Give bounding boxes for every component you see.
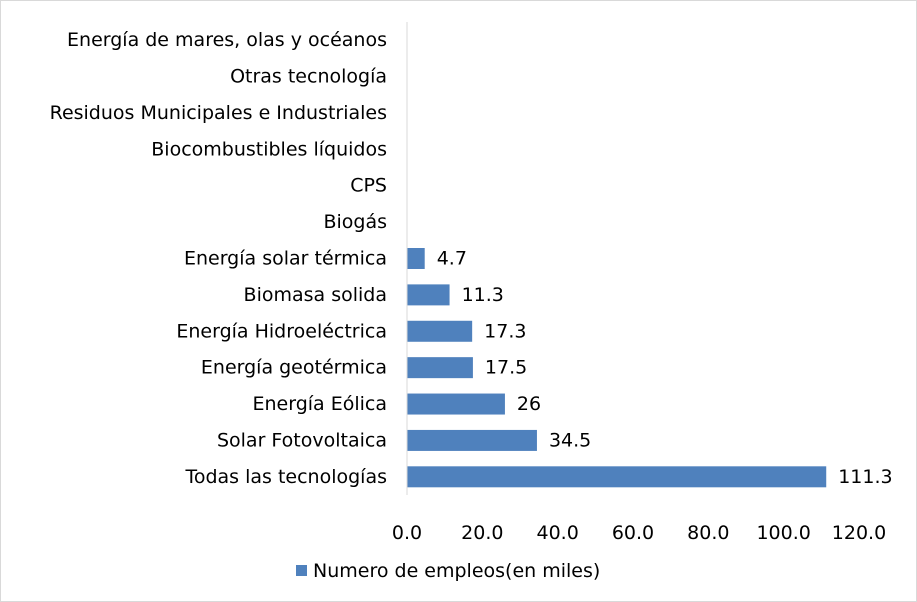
- bar: [407, 357, 473, 379]
- data-label: 17.5: [485, 357, 527, 379]
- x-axis-ticks: 0.0 20.0 40.0 60.0 80.0 100.0 120.0: [392, 522, 886, 544]
- data-label: 26: [517, 393, 541, 415]
- category-label: Biocombustibles líquidos: [151, 138, 387, 160]
- category-label: Otras tecnología: [230, 66, 387, 88]
- category-label: Energía Eólica: [252, 393, 387, 415]
- bar: [407, 429, 537, 451]
- category-label: Biogás: [323, 211, 387, 233]
- x-tick-label: 0.0: [392, 522, 422, 544]
- category-label: Energía geotérmica: [201, 357, 387, 379]
- bar: [407, 284, 450, 306]
- category-label: Energía solar térmica: [184, 248, 387, 270]
- category-label: Energía de mares, olas y océanos: [67, 29, 387, 51]
- data-label: 111.3: [838, 466, 892, 488]
- x-tick-label: 100.0: [756, 522, 810, 544]
- bar: [407, 320, 473, 342]
- bar: [407, 466, 827, 488]
- data-labels: 111.3 34.5 26 17.5 17.3 11.3 4.7: [437, 248, 893, 488]
- x-tick-label: 20.0: [461, 522, 503, 544]
- category-labels: Todas las tecnologías Solar Fotovoltaica E…: [50, 29, 387, 488]
- category-label: Solar Fotovoltaica: [217, 429, 387, 451]
- data-label: 34.5: [549, 429, 591, 451]
- x-tick-label: 40.0: [537, 522, 579, 544]
- legend-label: Numero de empleos(en miles): [313, 560, 600, 582]
- data-label: 17.3: [484, 320, 526, 342]
- x-tick-label: 60.0: [612, 522, 654, 544]
- category-label: Todas las tecnologías: [184, 466, 387, 488]
- x-tick-label: 80.0: [687, 522, 729, 544]
- data-label: 11.3: [462, 284, 504, 306]
- bar: [407, 393, 505, 415]
- legend-swatch: [296, 565, 307, 576]
- category-label: Energía Hidroeléctrica: [176, 320, 387, 342]
- data-label: 4.7: [437, 248, 467, 270]
- category-label: CPS: [350, 175, 387, 197]
- legend: Numero de empleos(en miles): [296, 560, 600, 582]
- x-tick-label: 120.0: [832, 522, 886, 544]
- bars-group: [407, 248, 827, 488]
- category-label: Residuos Municipales e Industriales: [50, 102, 387, 124]
- category-label: Biomasa solida: [244, 284, 387, 306]
- bar: [407, 248, 425, 269]
